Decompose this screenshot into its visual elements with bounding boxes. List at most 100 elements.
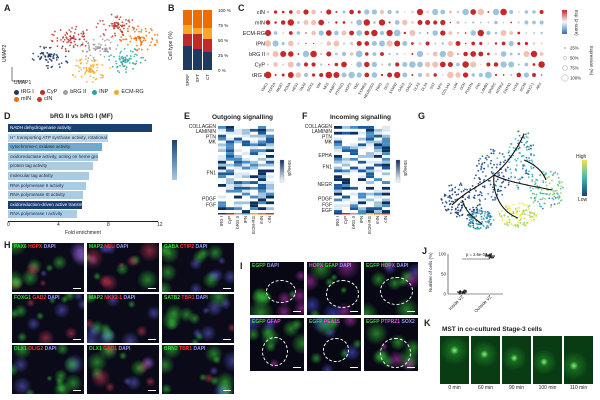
umap-point [63, 38, 66, 41]
heatmap-cell [242, 157, 250, 161]
scale-bar [223, 338, 231, 340]
stain-label: EGFP [252, 319, 266, 325]
heatmap-cell [234, 181, 242, 184]
heatmap-cell [250, 184, 258, 187]
dot-mark [494, 73, 498, 77]
scale-bar [293, 310, 301, 312]
umap-point [85, 62, 88, 65]
trajectory-point [515, 169, 518, 172]
trajectory-point [533, 197, 536, 200]
trajectory-point [554, 196, 557, 199]
heatmap-cell [358, 192, 366, 196]
dot-mark [426, 53, 429, 55]
heatmap-cell [342, 140, 350, 144]
umap-legend-item: tRG I [14, 89, 34, 95]
dot-mark [295, 72, 302, 78]
go-bar: RNA polymerase II activity [8, 181, 86, 190]
micrograph-label: FOXG1 GAD2 DAPI [14, 295, 60, 301]
dot-mark [394, 20, 400, 25]
dot-mark [387, 72, 393, 78]
trajectory-point [487, 164, 489, 166]
dot-mark [411, 42, 414, 45]
heatmap-cell [226, 184, 234, 187]
heatmap-cell [334, 166, 342, 170]
trajectory-point [448, 184, 451, 187]
heatmap-cell [234, 201, 242, 205]
umap-point [79, 45, 82, 47]
dot-mark [441, 42, 445, 45]
dot-mark [533, 32, 535, 34]
umap-point [150, 29, 153, 32]
stain-label: PEA15 [322, 319, 340, 325]
trajectory-point [470, 220, 473, 223]
dot-mark [464, 21, 467, 24]
trajectory-point [481, 155, 484, 158]
trajectory-point [450, 200, 453, 203]
stain-label: GFAP [323, 263, 339, 269]
heatmap-row-label: FN1 [207, 170, 217, 176]
umap-point [55, 56, 58, 59]
heatmap-cell [234, 169, 242, 173]
heatmap-row-label: PTN [322, 134, 332, 140]
heatmap-cell [374, 134, 382, 138]
dot-mark [424, 61, 431, 68]
heatmap-cell [234, 198, 242, 202]
umap-point [127, 43, 129, 46]
heatmap-cell [350, 128, 358, 132]
trajectory-point [530, 165, 532, 168]
heatmap-cell [374, 207, 382, 211]
heatmap-cell [234, 157, 242, 161]
dot-mark [365, 52, 369, 56]
dot-mark [510, 74, 513, 76]
heatmap-cell [258, 137, 266, 141]
heatmap-cell [250, 140, 258, 144]
umap-point [115, 21, 118, 24]
trajectory-point [441, 201, 444, 204]
micrograph-tile: HOPX GFAP DAPI [307, 262, 361, 315]
dot-mark [364, 72, 370, 78]
dot-mark [425, 19, 431, 26]
heatmap-cell [242, 175, 250, 179]
heatmap-cell [342, 186, 350, 190]
umap-point [69, 44, 71, 47]
dot-mark [464, 32, 467, 34]
umap-point [65, 36, 68, 39]
heatmap-cell [366, 137, 374, 141]
trajectory-point [534, 196, 537, 199]
umap-point [102, 74, 105, 77]
heatmap-cell [374, 192, 382, 196]
trajectory-point [501, 217, 504, 219]
dot-mark [524, 20, 529, 25]
trajectory-point [490, 152, 493, 155]
umap-point [62, 40, 65, 43]
trajectory-point [483, 184, 486, 187]
heatmap-col-label: cIN [383, 216, 388, 223]
trajectory-point [533, 200, 536, 202]
heatmap-cell [250, 201, 258, 205]
heatmap-cell [366, 143, 374, 147]
j-y-label: Number of cells (%) [428, 252, 433, 292]
trajectory-point [519, 213, 522, 216]
heatmap-cell [366, 192, 374, 196]
dot-mark [349, 9, 354, 15]
heatmap-row-label: NEGR [318, 182, 333, 188]
umap-point [77, 33, 80, 36]
incoming-heatmap: COLLAGENLAMININPTNMKEPHAFN1NEGRPDGFFGFEG… [305, 124, 408, 234]
dot-mark [303, 62, 309, 67]
trajectory-point [525, 203, 528, 206]
trajectory-point [440, 198, 443, 200]
dot-mark [494, 52, 498, 56]
legend-label: ECM-RG [121, 89, 144, 95]
trajectory-point [472, 211, 475, 214]
heatmap-cell [250, 160, 258, 164]
dot-gene-label: TBR1 [375, 82, 383, 92]
heatmap-cell [218, 181, 226, 184]
umap-point [156, 33, 159, 36]
umap-point [84, 44, 87, 47]
heatmap-cell [382, 198, 390, 202]
trajectory-point [510, 143, 513, 145]
micrograph-tile: MAP2 NKX2-1 DAPI [87, 294, 159, 343]
dot-gene-label: ARX [535, 81, 542, 90]
trajectory-point [479, 213, 482, 215]
